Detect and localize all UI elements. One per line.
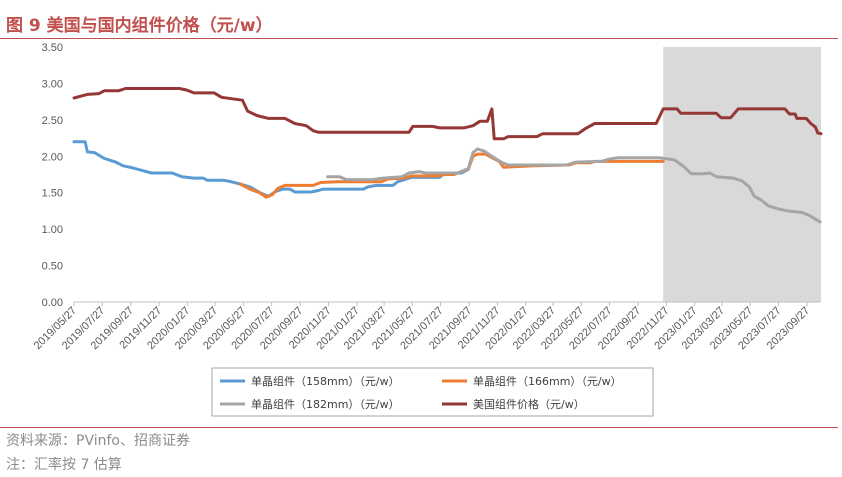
figure-title: 图 9 美国与国内组件价格（元/w） xyxy=(6,16,273,36)
legend-label: 单晶组件（158mm）（元/w） xyxy=(251,374,400,388)
legend-label: 单晶组件（182mm）（元/w） xyxy=(251,397,400,411)
series-line-mono182 xyxy=(326,147,822,224)
y-tick-label: 3.50 xyxy=(42,42,63,54)
y-tick-label: 1.00 xyxy=(42,224,63,236)
legend-box xyxy=(211,367,654,417)
source-note: 资料来源：PVinfo、招商证券 xyxy=(6,433,190,449)
y-axis: 0.00 0.50 1.00 1.50 2.00 2.50 3.00 3.50 xyxy=(42,42,63,309)
exchange-rate-note: 注：汇率按 7 估算 xyxy=(6,457,122,473)
source-divider xyxy=(0,427,838,428)
legend: 单晶组件（158mm）（元/w） 单晶组件（166mm）（元/w） 单晶组件（182… xyxy=(211,367,654,417)
x-axis: 2019/05/272019/07/272019/09/272019/11/27… xyxy=(32,302,812,352)
y-tick-label: 2.00 xyxy=(42,151,63,163)
y-tick-label: 0.00 xyxy=(42,297,63,309)
y-tick-label: 3.00 xyxy=(42,78,63,90)
legend-label: 美国组件价格（元/w） xyxy=(473,397,585,411)
series-lines xyxy=(72,87,823,224)
forecast-shade xyxy=(663,47,821,302)
title-divider xyxy=(0,38,838,39)
series-line-mono158 xyxy=(72,140,470,198)
y-tick-label: 2.50 xyxy=(42,115,63,127)
series-line-us xyxy=(72,87,823,141)
y-tick-label: 1.50 xyxy=(42,188,63,200)
y-tick-label: 0.50 xyxy=(42,261,63,273)
legend-label: 单晶组件（166mm）（元/w） xyxy=(473,374,622,388)
